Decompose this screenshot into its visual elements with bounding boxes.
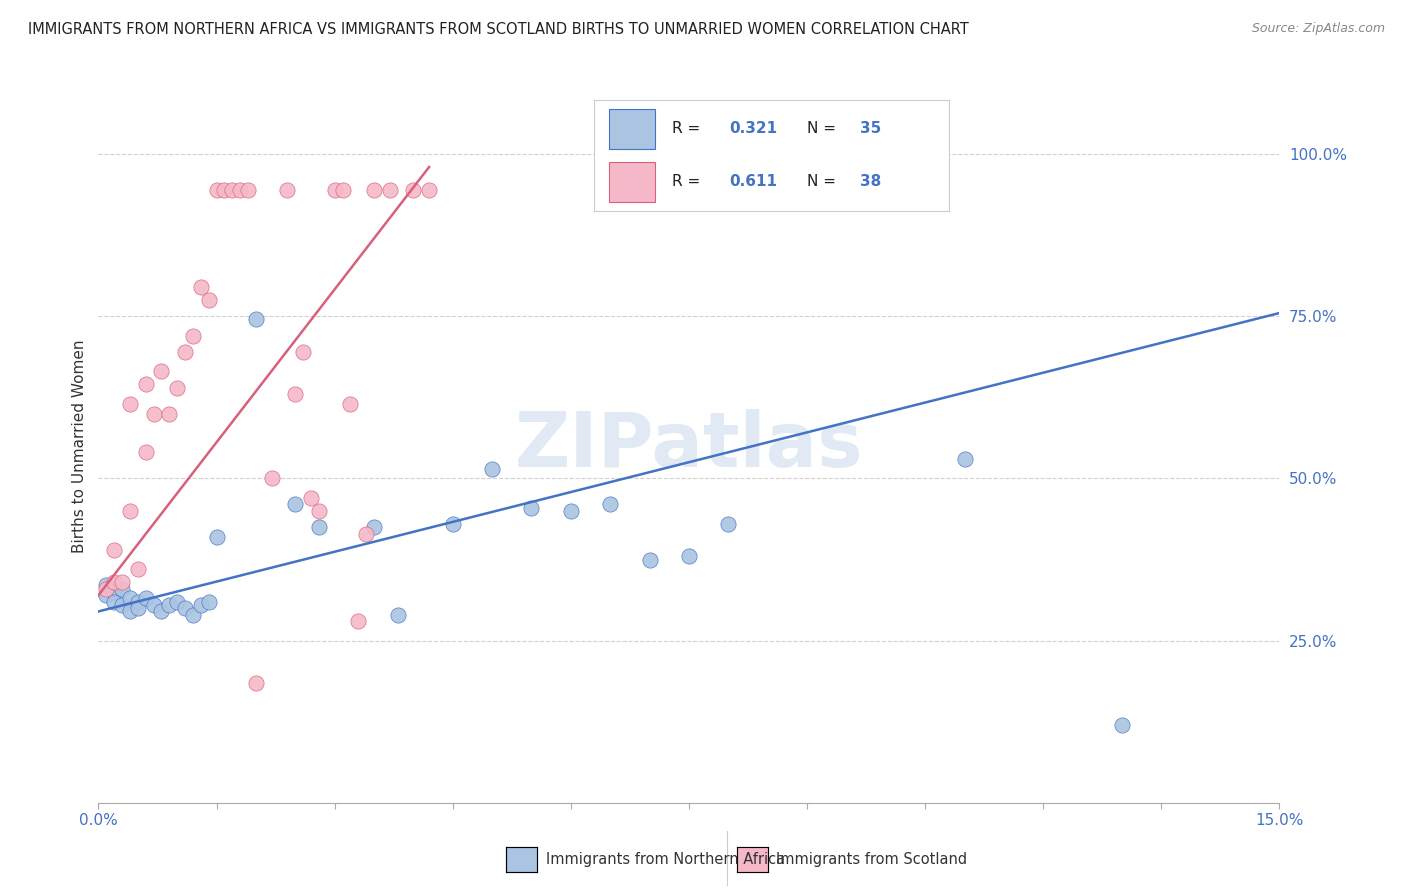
Point: [347, 614, 370, 628]
Point: [197, 293, 219, 307]
Point: [135, 377, 157, 392]
Point: [166, 381, 188, 395]
Point: [197, 595, 219, 609]
Point: [387, 607, 409, 622]
Point: [103, 542, 125, 557]
Point: [174, 345, 197, 359]
Point: [292, 345, 315, 359]
Point: [599, 497, 621, 511]
Point: [103, 595, 125, 609]
Point: [363, 183, 385, 197]
Point: [308, 504, 330, 518]
Text: ZIPatlas: ZIPatlas: [515, 409, 863, 483]
Point: [363, 520, 385, 534]
Point: [418, 183, 440, 197]
Point: [441, 516, 464, 531]
Point: [323, 183, 346, 197]
Text: Immigrants from Northern Africa: Immigrants from Northern Africa: [546, 853, 785, 867]
Point: [157, 407, 180, 421]
Point: [284, 497, 307, 511]
Point: [190, 280, 212, 294]
Point: [135, 445, 157, 459]
Point: [1111, 718, 1133, 732]
Point: [135, 591, 157, 606]
Point: [150, 364, 173, 378]
Point: [221, 183, 243, 197]
Point: [402, 183, 425, 197]
Point: [678, 549, 700, 564]
Point: [127, 595, 149, 609]
Point: [354, 526, 377, 541]
Text: Immigrants from Scotland: Immigrants from Scotland: [776, 853, 967, 867]
Point: [284, 387, 307, 401]
Point: [260, 471, 283, 485]
Point: [520, 500, 543, 515]
Point: [245, 675, 267, 690]
Text: Source: ZipAtlas.com: Source: ZipAtlas.com: [1251, 22, 1385, 36]
Point: [214, 183, 236, 197]
Point: [142, 598, 165, 612]
Text: IMMIGRANTS FROM NORTHERN AFRICA VS IMMIGRANTS FROM SCOTLAND BIRTHS TO UNMARRIED : IMMIGRANTS FROM NORTHERN AFRICA VS IMMIG…: [28, 22, 969, 37]
Point: [953, 452, 976, 467]
Point: [96, 582, 118, 596]
Point: [245, 312, 267, 326]
Point: [229, 183, 252, 197]
Point: [174, 601, 197, 615]
Point: [127, 562, 149, 576]
Point: [150, 604, 173, 618]
Point: [378, 183, 401, 197]
Point: [638, 552, 661, 566]
Point: [308, 520, 330, 534]
Point: [332, 183, 354, 197]
Point: [111, 575, 134, 590]
Point: [118, 591, 141, 606]
Point: [103, 575, 125, 590]
Point: [96, 578, 118, 592]
Point: [111, 582, 134, 596]
Y-axis label: Births to Unmarried Women: Births to Unmarried Women: [72, 339, 87, 553]
Point: [560, 504, 582, 518]
Point: [96, 588, 118, 602]
Point: [127, 601, 149, 615]
Point: [205, 183, 228, 197]
Point: [190, 598, 212, 612]
Point: [205, 530, 228, 544]
Point: [142, 407, 165, 421]
Point: [276, 183, 298, 197]
Point: [111, 598, 134, 612]
Point: [299, 491, 322, 505]
Point: [166, 595, 188, 609]
Point: [339, 397, 361, 411]
Point: [717, 516, 740, 531]
Point: [118, 604, 141, 618]
Point: [181, 328, 204, 343]
Point: [236, 183, 259, 197]
Point: [481, 461, 503, 475]
Point: [118, 504, 141, 518]
Point: [157, 598, 180, 612]
Point: [181, 607, 204, 622]
Point: [118, 397, 141, 411]
Point: [103, 585, 125, 599]
